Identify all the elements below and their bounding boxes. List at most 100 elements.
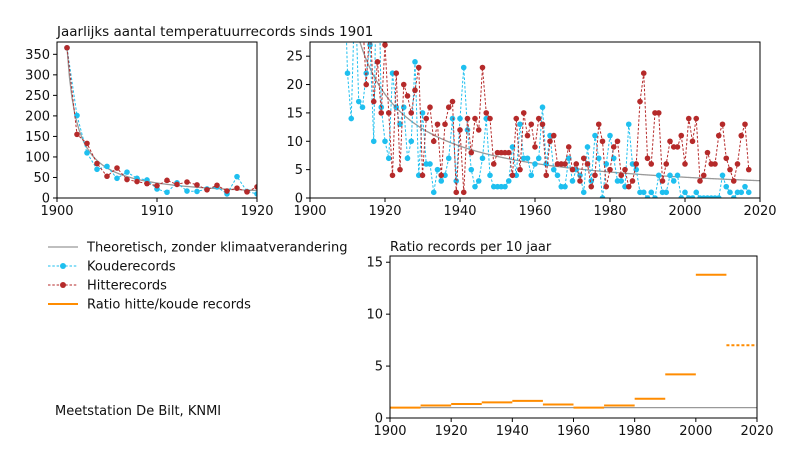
x-tick-label: 1940 [496, 424, 529, 439]
cold-record-point [565, 155, 572, 162]
hot-record-point [487, 115, 493, 122]
hot-record-point [719, 121, 726, 128]
legend-item-hot: Hitterecords [48, 279, 167, 294]
hot-record-point [378, 110, 385, 116]
hot-record-point [663, 161, 670, 167]
cold-record-point [517, 121, 523, 128]
hot-record-point [524, 132, 531, 139]
cold-record-point [124, 169, 130, 175]
x-tick-label: 1900 [293, 204, 326, 219]
hot-record-point [184, 179, 190, 185]
hot-record-point [445, 104, 452, 111]
hot-record-point [622, 166, 628, 173]
hot-record-point [565, 144, 572, 150]
x-tick-label: 1960 [518, 204, 551, 219]
hot-record-point [94, 160, 100, 167]
hot-record-point [723, 155, 730, 162]
hot-record-point [528, 121, 535, 128]
cold-record-point [667, 172, 673, 179]
cold-record-point [430, 189, 437, 196]
hot-record-point [479, 64, 486, 71]
hot-record-point [490, 161, 497, 167]
legend-item-cold: Kouderecords [48, 260, 176, 275]
hot-record-point [154, 182, 160, 189]
cold-record-point [644, 195, 651, 198]
hot-record-point [385, 110, 392, 116]
hot-record-point [360, 14, 366, 20]
hot-record-point [393, 70, 400, 76]
y-tick-label: 300 [25, 68, 50, 83]
x-tick-label: 1900 [40, 204, 73, 219]
hot-record-point [614, 138, 621, 145]
hot-record-point [603, 183, 610, 190]
cold-record-point [532, 161, 538, 167]
hot-record-point [419, 172, 426, 179]
hot-record-point [693, 115, 700, 122]
x-tick-label: 1920 [368, 204, 401, 219]
cold-record-point [464, 127, 471, 133]
y-tick-label: 10 [286, 135, 303, 150]
cold-record-point [652, 195, 658, 198]
hot-record-point [629, 178, 636, 184]
hot-record-point [464, 115, 471, 122]
cold-record-point [438, 178, 445, 184]
hot-record-point [550, 132, 557, 139]
y-tick-label: 350 [25, 48, 50, 63]
cold-record-point [487, 172, 493, 179]
source-label: Meetstation De Bilt, KNMI [55, 404, 221, 419]
hot-record-point [599, 138, 606, 145]
hot-record-point [727, 166, 733, 173]
hot-record-point [505, 149, 512, 156]
hot-record-point [84, 140, 90, 147]
cold-record-point [580, 189, 587, 196]
hot-record-point [648, 161, 655, 167]
hot-record-point [204, 186, 210, 193]
y-tick-label: 5 [295, 163, 303, 178]
x-tick-label: 1920 [435, 424, 468, 439]
legend-label: Hitterecords [87, 279, 167, 294]
hot-record-point [457, 127, 463, 133]
cold-record-point [719, 172, 726, 179]
hot-record-point [397, 166, 403, 173]
hot-record-point [509, 172, 516, 179]
hot-record-point [517, 166, 523, 173]
hot-record-point [584, 161, 591, 167]
y-tick-label: 25 [286, 50, 303, 65]
hot-record-point [580, 155, 587, 162]
hot-record-point [569, 166, 576, 173]
hot-record-point [438, 172, 445, 179]
cold-record-point [670, 178, 677, 184]
cold-record-point [723, 183, 730, 190]
hot-record-point [625, 183, 632, 190]
hot-record-point [224, 188, 230, 194]
cold-record-point [727, 189, 733, 196]
hot-record-point [618, 172, 625, 179]
y-tick-label: 100 [25, 150, 50, 165]
plot-area [64, 44, 257, 197]
cold-record-point [434, 166, 441, 173]
hot-record-point [577, 178, 583, 184]
hot-record-point [412, 87, 418, 94]
hot-record-point [363, 81, 370, 88]
cold-record-point [114, 175, 120, 182]
hot-record-point [234, 185, 240, 191]
x-tick-label: 2000 [679, 424, 712, 439]
hot-record-point [415, 64, 422, 71]
hot-record-point [174, 181, 180, 188]
cold-record-point [595, 155, 602, 162]
cold-record-point [745, 189, 752, 196]
hot-record-point [214, 182, 220, 189]
cold-record-point [505, 178, 512, 184]
right-panel-records-1900-2020: 1900 1920 1940 1960 1980 2000 2020 0 5 10 15 20 25 [286, 8, 777, 219]
hot-record-point [352, 8, 358, 14]
hot-record-point [633, 161, 640, 167]
x-tick-label: 2020 [743, 204, 776, 219]
hot-record-point [697, 178, 703, 184]
cold-series-line [66, 47, 257, 195]
cold-record-point [524, 155, 531, 162]
hot-record-point [562, 161, 568, 167]
y-tick-label: 5 [375, 360, 383, 375]
legend-item-ratio: Ratio hitte/koude records [48, 298, 251, 313]
cold-record-point [393, 104, 400, 111]
axes-frame [389, 255, 758, 419]
